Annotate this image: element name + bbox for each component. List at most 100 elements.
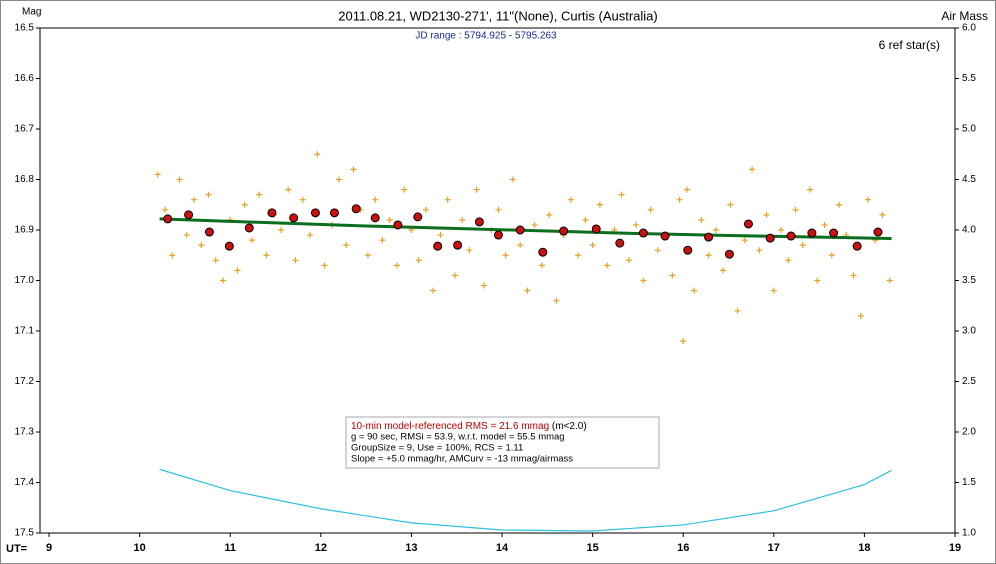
x-tick-label: 9 — [46, 542, 52, 554]
y2-tick-label: 2.5 — [962, 376, 976, 387]
y2-tick-label: 4.0 — [962, 225, 976, 236]
y-tick-label: 16.8 — [15, 174, 35, 185]
binned-point — [329, 208, 339, 218]
data-point — [444, 196, 451, 203]
data-point — [683, 186, 690, 193]
data-point — [538, 262, 545, 269]
data-point — [183, 232, 190, 239]
stats-line: g = 90 sec, RMSi = 53.9, w.r.t. model = … — [351, 432, 565, 443]
data-point — [509, 176, 516, 183]
binned-point — [493, 230, 503, 240]
x-tick-label: 16 — [677, 542, 689, 554]
data-point — [263, 252, 270, 259]
data-point — [379, 237, 386, 244]
data-point — [314, 151, 321, 158]
x-axis-label: UT= — [6, 543, 27, 555]
data-point — [292, 257, 299, 264]
x-tick-label: 19 — [949, 542, 961, 554]
data-point — [814, 277, 821, 284]
y2-axis-label: Air Mass — [941, 9, 988, 23]
data-point — [618, 191, 625, 198]
data-point — [495, 206, 502, 213]
data-point — [524, 287, 531, 294]
data-point — [582, 216, 589, 223]
binned-point — [413, 212, 423, 222]
data-point — [691, 287, 698, 294]
binned-point — [393, 220, 403, 230]
data-point — [422, 206, 429, 213]
binned-point — [638, 228, 648, 238]
data-point — [712, 227, 719, 233]
data-point — [669, 272, 676, 279]
data-point — [546, 211, 553, 218]
y-tick-label: 17.1 — [15, 326, 35, 337]
data-point — [473, 186, 480, 193]
data-point — [567, 196, 574, 203]
binned-point — [765, 233, 775, 243]
data-point — [220, 277, 226, 284]
x-tick-label: 18 — [858, 542, 870, 554]
data-point — [191, 196, 198, 203]
data-point — [212, 257, 219, 264]
binned-point — [615, 238, 625, 248]
data-point — [741, 237, 748, 244]
data-point — [865, 196, 872, 203]
annotation: 6 ref star(s) — [879, 38, 940, 52]
data-point — [676, 196, 683, 203]
binned-point — [786, 231, 796, 241]
data-point — [734, 307, 741, 314]
binned-point — [538, 247, 548, 257]
stats-line: GroupSize = 9, Use = 100%, RCS = 1.11 — [351, 443, 523, 454]
data-point — [517, 242, 524, 249]
y-axis-label: Mag — [22, 7, 41, 18]
data-point — [727, 201, 734, 208]
binned-point — [873, 227, 883, 237]
data-point — [836, 201, 843, 208]
data-point — [625, 257, 632, 264]
data-point — [459, 216, 466, 223]
y-tick-label: 17.2 — [15, 376, 35, 387]
data-point — [451, 272, 458, 279]
y-tick-label: 16.6 — [15, 73, 35, 84]
y2-tick-label: 3.5 — [962, 275, 976, 286]
data-point — [778, 227, 785, 233]
x-tick-label: 15 — [586, 542, 598, 554]
y2-tick-label: 6.0 — [962, 23, 976, 34]
x-tick-label: 17 — [768, 542, 780, 554]
binned-point — [351, 204, 361, 214]
binned-point — [683, 245, 693, 255]
data-point — [176, 176, 183, 183]
data-point — [821, 221, 828, 228]
data-point — [169, 252, 176, 259]
x-tick-label: 13 — [405, 542, 417, 554]
data-point — [343, 242, 350, 249]
x-tick-label: 11 — [224, 542, 236, 554]
data-point — [198, 242, 205, 249]
binned-point — [163, 214, 173, 224]
stats-box: 10-min model-referenced RMS = 21.6 mmag … — [345, 416, 660, 469]
y2-tick-label: 5.0 — [962, 124, 976, 135]
chart-title: 2011.08.21, WD2130-271', 11"(None), Curt… — [338, 8, 658, 23]
data-point — [350, 166, 357, 173]
x-tick-label: 10 — [134, 542, 146, 554]
y-tick-label: 16.5 — [15, 23, 35, 34]
binned-point — [660, 231, 670, 241]
stats-line: Slope = +5.0 mmag/hr, AMCurv = -13 mmag/… — [351, 454, 573, 465]
y-tick-label: 17.3 — [15, 427, 35, 438]
binned-point — [807, 228, 817, 238]
data-point — [654, 247, 661, 254]
binned-point — [244, 223, 254, 233]
data-point — [321, 262, 328, 269]
data-point — [480, 282, 487, 289]
data-point — [604, 262, 611, 269]
binned-point — [184, 210, 194, 220]
data-point — [647, 206, 654, 213]
data-point — [575, 252, 582, 259]
data-point — [386, 216, 393, 223]
x-tick-label: 12 — [315, 542, 327, 554]
binned-point — [224, 241, 234, 251]
data-point — [680, 338, 687, 345]
air-mass-curve — [159, 468, 892, 532]
